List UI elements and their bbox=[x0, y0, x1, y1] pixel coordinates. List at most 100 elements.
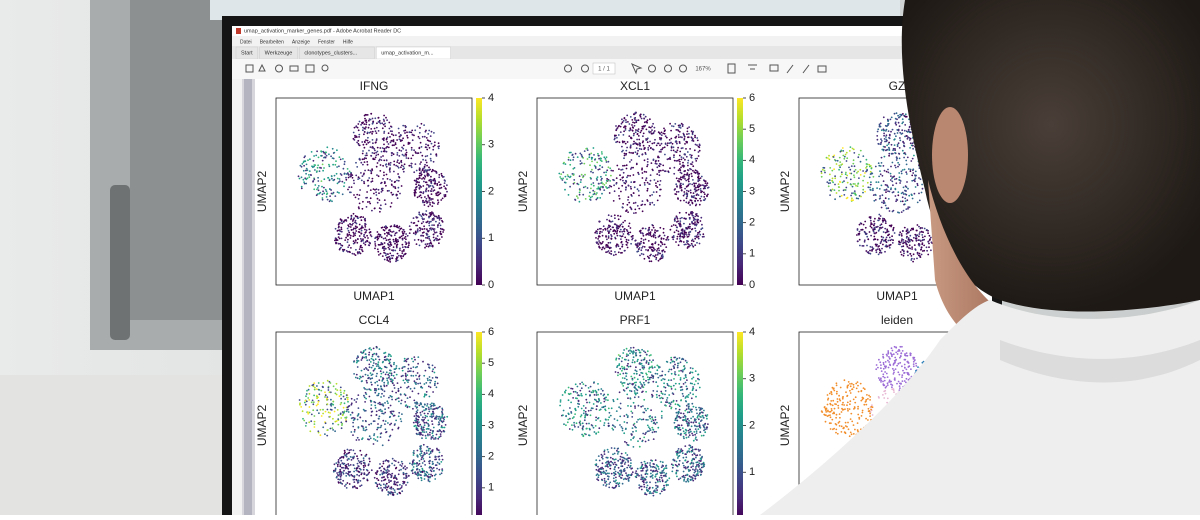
menu-item[interactable]: Anzeige bbox=[292, 39, 310, 45]
scatter-dot bbox=[570, 152, 572, 154]
scatter-dot bbox=[890, 189, 892, 191]
scatter-dot bbox=[652, 225, 654, 227]
scatter-dot bbox=[921, 231, 923, 233]
scatter-dot bbox=[680, 167, 682, 169]
scatter-dot bbox=[616, 231, 618, 233]
scatter-dot bbox=[433, 415, 435, 417]
scatter-dot bbox=[828, 155, 830, 157]
tab[interactable]: Werkzeuge bbox=[260, 47, 298, 59]
scatter-dot bbox=[360, 241, 362, 243]
scatter-dot bbox=[919, 233, 921, 235]
scatter-dot bbox=[647, 161, 649, 163]
scatter-dot bbox=[907, 206, 909, 208]
scatter-dot bbox=[665, 135, 667, 137]
scatter-dot bbox=[905, 171, 907, 173]
scatter-dot bbox=[846, 177, 848, 179]
scatter-dot bbox=[666, 137, 668, 139]
scatter-dot bbox=[675, 129, 677, 131]
scatter-dot bbox=[820, 171, 822, 173]
scatter-dot bbox=[334, 195, 336, 197]
scatter-dot bbox=[323, 157, 325, 159]
scatter-dot bbox=[324, 433, 326, 435]
scatter-dot bbox=[358, 460, 360, 462]
scatter-dot bbox=[408, 157, 410, 159]
tab[interactable]: Start bbox=[236, 47, 258, 59]
scatter-dot bbox=[884, 228, 886, 230]
scatter-dot bbox=[850, 179, 852, 181]
scatter-dot bbox=[929, 238, 931, 240]
scatter-dot bbox=[353, 481, 355, 483]
scatter-dot bbox=[691, 140, 693, 142]
scatter-dot bbox=[358, 134, 360, 136]
scatter-dot bbox=[337, 230, 339, 232]
menu-item[interactable]: Datei bbox=[240, 39, 252, 45]
scatter-dot bbox=[634, 125, 636, 127]
scatter-dot bbox=[428, 169, 430, 171]
scatter-dot bbox=[679, 238, 681, 240]
scatter-dot bbox=[623, 172, 625, 174]
scatter-dot bbox=[618, 251, 620, 253]
scatter-dot bbox=[600, 158, 602, 160]
scatter-dot bbox=[881, 157, 883, 159]
scatter-dot bbox=[388, 355, 390, 357]
colorbar-tick-label: 3 bbox=[749, 185, 755, 197]
scatter-dot bbox=[853, 159, 855, 161]
scatter-dot bbox=[372, 147, 374, 149]
scatter-dot bbox=[851, 197, 853, 199]
scatter-dot bbox=[839, 157, 841, 159]
scatter-dot bbox=[902, 243, 904, 245]
scatter-dot bbox=[385, 117, 387, 119]
scatter-dot bbox=[693, 192, 695, 194]
scatter-dot bbox=[882, 218, 884, 220]
scatter-dot bbox=[378, 244, 380, 246]
scatter-dot bbox=[425, 144, 427, 146]
scatter-dot bbox=[605, 235, 607, 237]
scatter-dot bbox=[689, 223, 691, 225]
scatter-dot bbox=[418, 182, 420, 184]
scatter-dot bbox=[422, 228, 424, 230]
scatter-dot bbox=[428, 366, 430, 368]
scatter-dot bbox=[883, 231, 885, 233]
scatter-dot bbox=[921, 234, 923, 236]
scatter-dot bbox=[702, 184, 704, 186]
scatter-dot bbox=[679, 218, 681, 220]
scatter-dot bbox=[845, 187, 847, 189]
scatter-dot bbox=[657, 248, 659, 250]
scatter-dot bbox=[392, 413, 394, 415]
scatter-dot bbox=[373, 152, 375, 154]
scatter-dot bbox=[694, 183, 696, 185]
scatter-dot bbox=[920, 249, 922, 251]
menu-item[interactable]: Bearbeiten bbox=[260, 39, 284, 45]
scatter-dot bbox=[667, 145, 669, 147]
zoom-level[interactable]: 167% bbox=[695, 67, 711, 73]
scatter-dot bbox=[419, 127, 421, 129]
scatter-dot bbox=[890, 244, 892, 246]
scatter-dot bbox=[854, 183, 856, 185]
scatter-dot bbox=[879, 228, 881, 230]
scatter-dot bbox=[396, 139, 398, 141]
menu-item[interactable]: Hilfe bbox=[343, 39, 353, 45]
tab[interactable]: clonotypes_clusters... bbox=[299, 47, 374, 59]
scatter-dot bbox=[304, 155, 306, 157]
scatter-dot bbox=[653, 159, 655, 161]
scatter-dot bbox=[844, 156, 846, 158]
scatter-dot bbox=[592, 172, 594, 174]
y-axis-label: UMAP2 bbox=[255, 171, 269, 213]
scatter-dot bbox=[362, 208, 364, 210]
scatter-dot bbox=[652, 255, 654, 257]
scatter-dot bbox=[405, 246, 407, 248]
scatter-dot bbox=[303, 170, 305, 172]
scatter-dot bbox=[329, 188, 331, 190]
menu-item[interactable]: Fenster bbox=[318, 39, 335, 45]
tab[interactable]: umap_activation_m... bbox=[376, 47, 450, 59]
scatter-dot bbox=[580, 163, 582, 165]
scatter-dot bbox=[404, 163, 406, 165]
scatter-dot bbox=[694, 216, 696, 218]
scatter-dot bbox=[421, 426, 423, 428]
scatter-dot bbox=[695, 187, 697, 189]
scatter-dot bbox=[368, 352, 370, 354]
scatter-dot bbox=[373, 193, 375, 195]
scatter-dot bbox=[357, 394, 359, 396]
scatter-dot bbox=[397, 241, 399, 243]
